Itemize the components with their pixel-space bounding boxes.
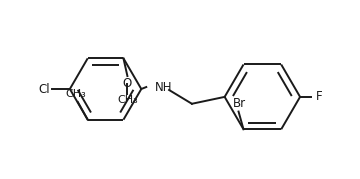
Text: NH: NH (155, 81, 173, 94)
Text: Br: Br (233, 97, 246, 110)
Text: CH₃: CH₃ (117, 95, 138, 105)
Text: F: F (316, 90, 323, 103)
Text: Cl: Cl (39, 83, 50, 96)
Text: CH₃: CH₃ (66, 89, 86, 99)
Text: O: O (123, 77, 132, 90)
